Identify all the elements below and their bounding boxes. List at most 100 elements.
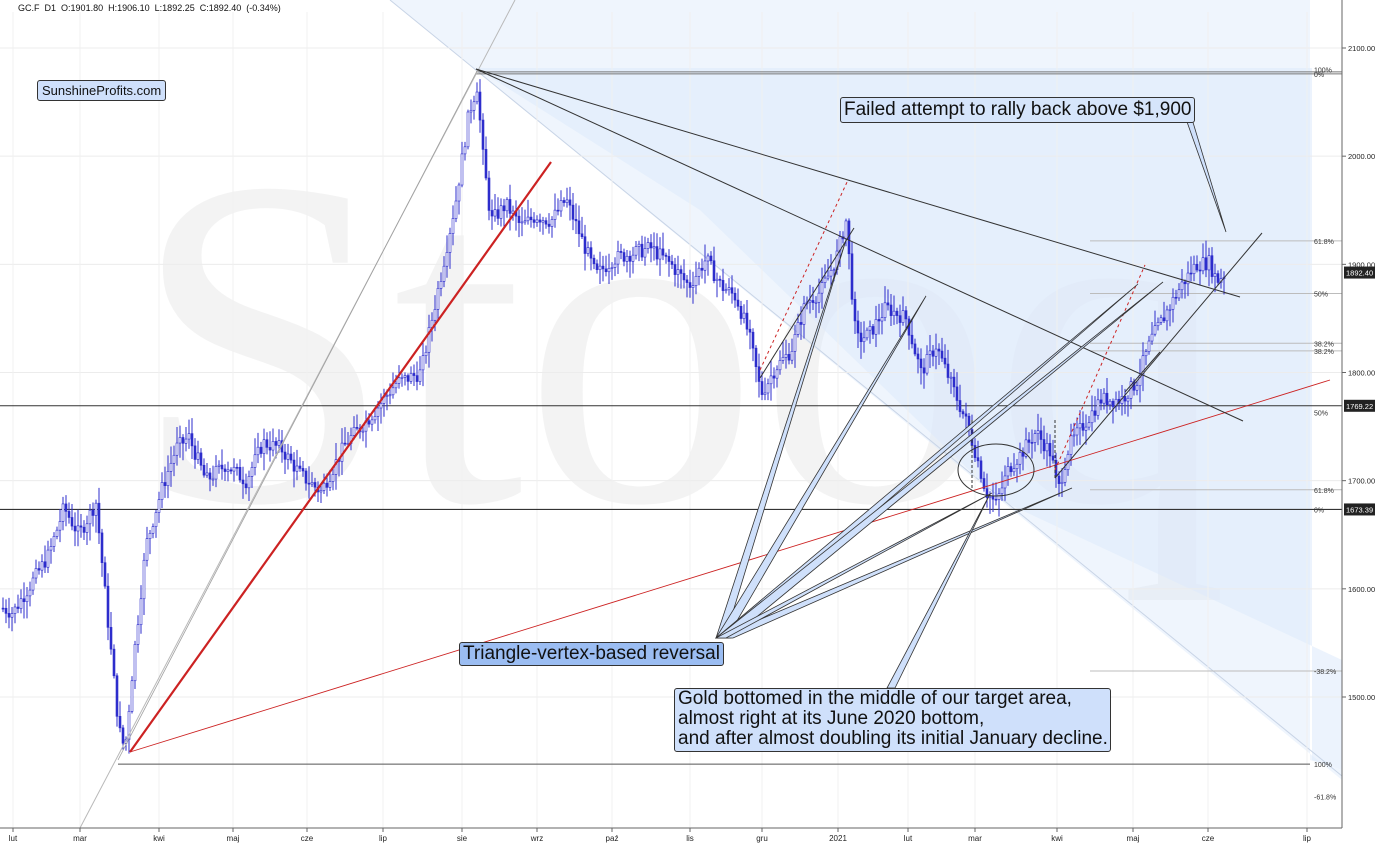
candle-body	[235, 466, 239, 469]
candle-body	[94, 502, 98, 516]
candle-body	[1, 607, 5, 610]
candle-body	[535, 219, 539, 223]
price-tag	[1344, 399, 1375, 412]
candle-body	[70, 517, 74, 527]
candle-body	[178, 437, 182, 444]
candle-body	[631, 254, 635, 262]
fan-line-gray	[117, 68, 479, 761]
candle-body	[1033, 433, 1037, 443]
candle-body	[244, 483, 248, 489]
candle-body	[253, 454, 257, 468]
candle-body	[922, 367, 926, 374]
candle-body	[694, 275, 698, 286]
candle-body	[655, 246, 659, 260]
candle-body	[997, 493, 1001, 500]
candle-body	[1111, 400, 1115, 407]
candle-body	[1039, 430, 1043, 440]
candle-body	[274, 441, 278, 446]
x-tick-label: lut	[9, 834, 18, 843]
candle-body	[1006, 466, 1010, 477]
candle-body	[883, 302, 887, 318]
candle-body	[106, 585, 110, 628]
candle-body	[1153, 325, 1157, 335]
candle-body	[994, 498, 998, 501]
candle-body	[463, 146, 467, 155]
candle-body	[1000, 487, 1004, 495]
candle-body	[1096, 399, 1100, 416]
candle-body	[157, 499, 161, 513]
candle-body	[538, 219, 542, 223]
candle-body	[331, 474, 335, 482]
candle-body	[904, 310, 908, 320]
target-ellipse	[957, 443, 1035, 497]
candle-body	[979, 460, 983, 479]
candle-body	[670, 261, 674, 265]
candle-body	[1168, 308, 1172, 311]
candle-body	[199, 452, 203, 466]
candle-body	[787, 354, 791, 361]
candle-body	[4, 607, 8, 614]
candle-body	[328, 481, 332, 488]
candle-body	[376, 407, 380, 417]
candle-body	[736, 299, 740, 307]
candle-body	[85, 523, 89, 533]
candle-body	[391, 387, 395, 396]
chart-header: GC.F D1 O:1901.80 H:1906.10 L:1892.25 C:…	[18, 3, 281, 13]
candle-body	[559, 200, 563, 212]
x-tick-label: paź	[606, 834, 619, 843]
candle-body	[1186, 272, 1190, 285]
candle-body	[19, 598, 23, 609]
candle-body	[721, 279, 725, 291]
candle-body	[541, 220, 545, 223]
rising-channel-lower	[1054, 232, 1263, 479]
candle-body	[139, 598, 143, 626]
x-tick-label: kwi	[1051, 834, 1063, 843]
candle-body	[1159, 317, 1163, 323]
candle-body	[877, 319, 881, 322]
candle-body	[1078, 423, 1082, 429]
candle-body	[832, 269, 836, 271]
candle-body	[589, 247, 593, 259]
candle-body	[571, 204, 575, 220]
candle-body	[193, 445, 197, 460]
candle-body	[1198, 269, 1202, 272]
candle-body	[460, 153, 464, 186]
candle-body	[298, 465, 302, 469]
candle-body	[991, 496, 995, 500]
candle-body	[925, 354, 929, 374]
candle-body	[136, 624, 140, 645]
x-tick-label: mar	[73, 834, 87, 843]
candle-body	[52, 536, 56, 547]
candle-body	[652, 246, 656, 249]
price-tag	[1344, 503, 1375, 516]
candle-body	[526, 216, 530, 222]
candle-body	[928, 350, 932, 355]
candle-body	[952, 376, 956, 388]
candle-body	[55, 529, 59, 537]
candle-body	[256, 446, 260, 456]
fib-label: 100%	[1314, 762, 1332, 769]
candle-body	[286, 453, 290, 460]
x-tick-label: lut	[904, 834, 913, 843]
candle-body	[148, 532, 152, 539]
candle-body	[16, 606, 20, 609]
candle-body	[658, 248, 662, 260]
candle-body	[598, 265, 602, 270]
y-tick-label: 1900.00	[1348, 260, 1375, 269]
candle-body	[766, 383, 770, 394]
candle-body	[706, 255, 710, 262]
candle-body	[826, 275, 830, 279]
candle-body	[523, 220, 527, 223]
candle-body	[850, 253, 854, 300]
candle-body	[529, 216, 533, 221]
candle-body	[961, 411, 965, 415]
candle-body	[1030, 442, 1034, 444]
candle-body	[577, 220, 581, 235]
candle-body	[412, 373, 416, 376]
candle-body	[949, 376, 953, 379]
header-change: (-0.34%)	[246, 3, 281, 13]
candle-body	[37, 568, 41, 571]
